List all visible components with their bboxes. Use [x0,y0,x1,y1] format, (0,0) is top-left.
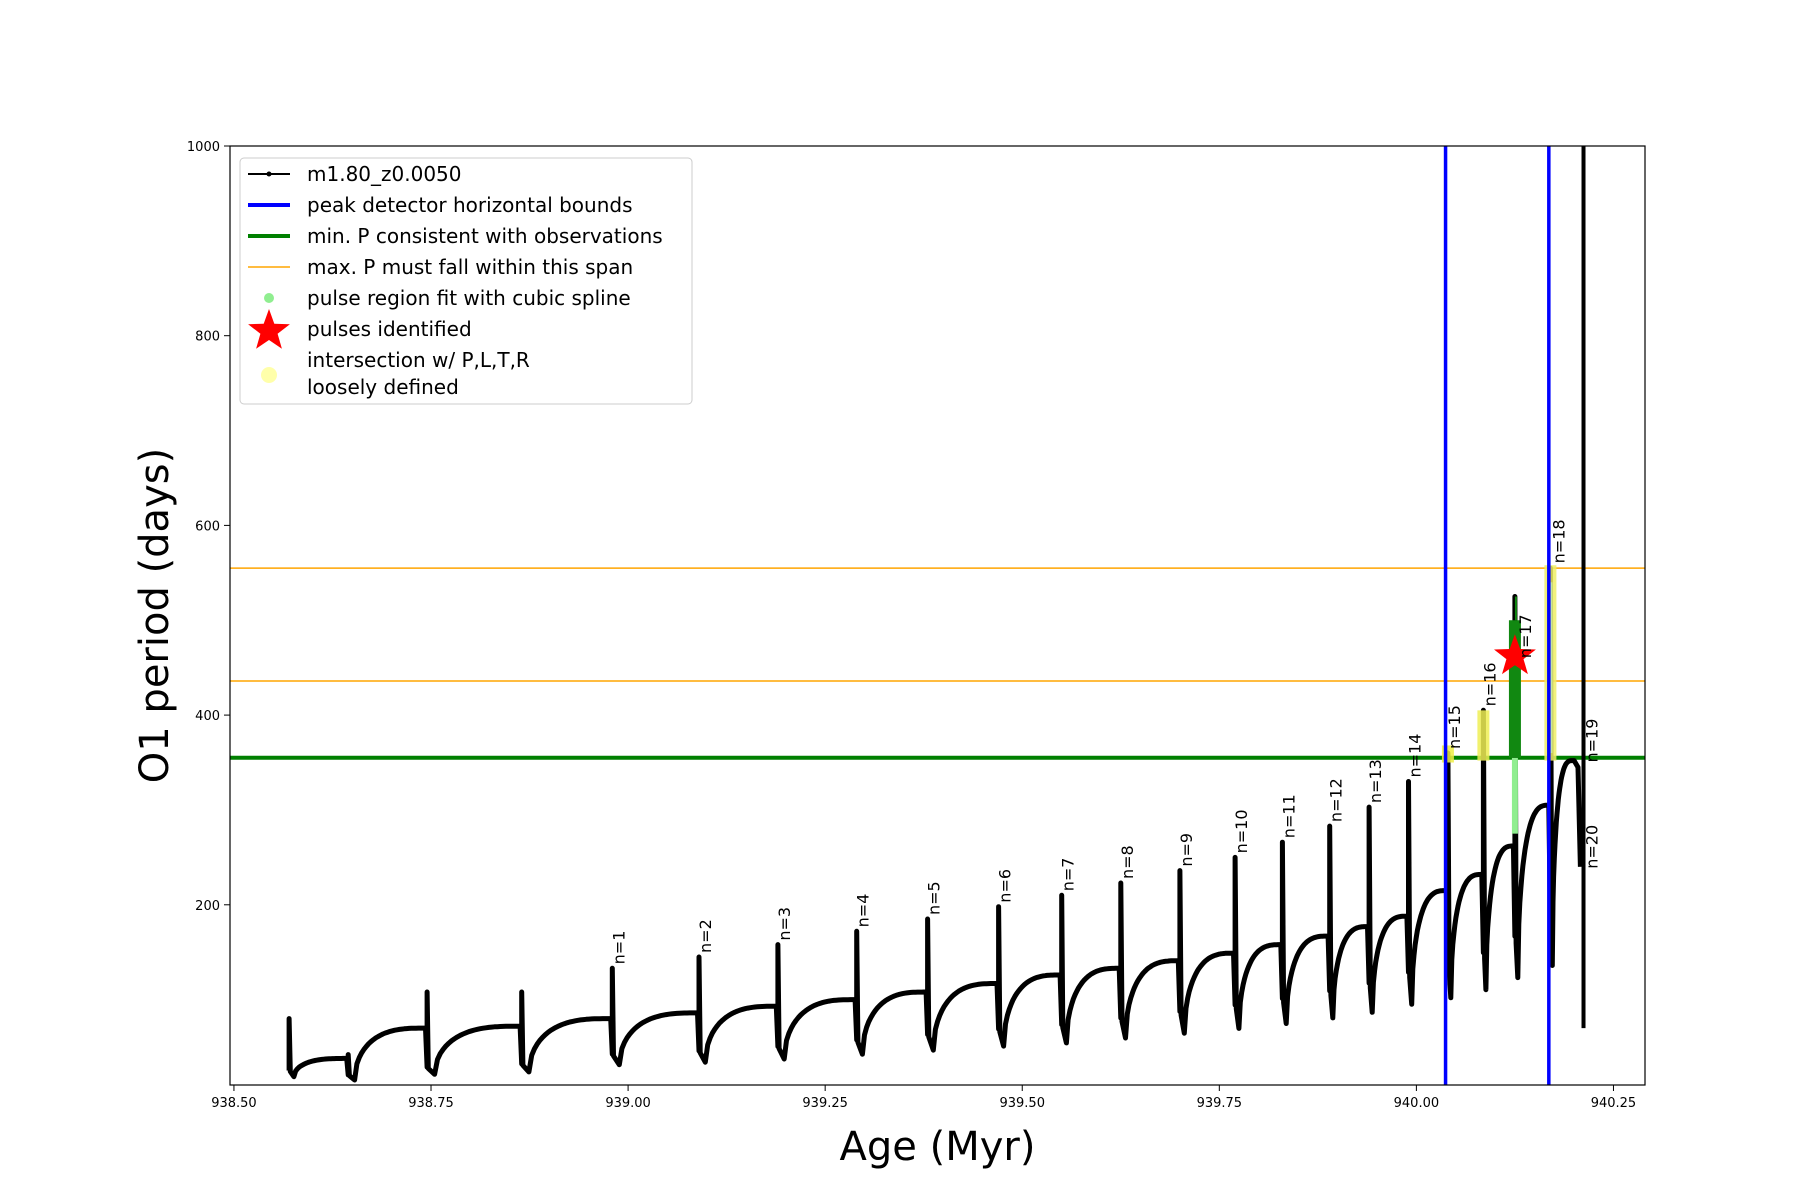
pulse-label-n=15: n=15 [1445,705,1464,749]
legend-entry-5-label: pulse region fit with cubic spline [307,286,631,310]
pulse-label-n=18: n=18 [1549,519,1568,563]
pulse-label-n=2: n=2 [696,919,715,953]
pulse-label-n=1: n=1 [609,931,628,965]
plot-layer: n=1 n=2 n=3 n=4 n=5 n=6 n=7 n=8 n=9 n=10 n=11 n=12 n… [230,146,1645,1085]
legend-entry-6-marker [248,309,290,349]
pulse-label-n=6: n=6 [996,869,1015,903]
pulse-label-n=20: n=20 [1583,825,1602,869]
pulse-label-n=12: n=12 [1327,778,1346,822]
x-tick-label-7: 940.25 [1591,1096,1637,1111]
x-tick-label-1: 938.75 [408,1096,454,1111]
x-tick-label-6: 940.00 [1394,1096,1440,1111]
legend-box [239,157,693,405]
x-tick-label-3: 939.25 [802,1096,848,1111]
legend-entry-7-label-2: loosely defined [307,375,459,399]
y-tick-label-2: 600 [195,519,220,534]
legend-entry-7-marker [261,367,277,383]
y-tick-label-0: 200 [195,899,220,914]
x-tick-label-4: 939.50 [999,1096,1045,1111]
pulse-label-n=13: n=13 [1366,759,1385,803]
pulse-label-n=16: n=16 [1480,662,1499,706]
legend-entry-7-label: intersection w/ P,L,T,R [307,348,530,372]
pulse-label-n=17: n=17 [1516,614,1535,658]
legend-entry-1-label: m1.80_z0.0050 [307,162,462,186]
legend-entry-2-label: peak detector horizontal bounds [307,193,633,217]
pulse-label-n=4: n=4 [854,894,873,928]
pulse-label-n=14: n=14 [1406,734,1425,778]
pulse-label-n=9: n=9 [1177,833,1196,867]
pulse-label-n=19: n=19 [1583,719,1602,763]
axes-frame [229,145,1646,1086]
pulse-label-n=10: n=10 [1232,809,1251,853]
plot-area: n=1 n=2 n=3 n=4 n=5 n=6 n=7 n=8 n=9 n=10 n=11 n=12 n… [230,146,1645,1085]
identified-pulse-star [1494,634,1536,675]
green-spline-region-n17 [1511,757,1518,834]
pulse-label-n=11: n=11 [1279,794,1298,838]
legend-entry-4-label: max. P must fall within this span [307,255,633,279]
legend-entry-5-marker [264,293,274,303]
axes-layer: 938.50 938.75 939.00 939.25 939.50 939.75 940.… [132,140,1646,1170]
y-tick-label-1: 400 [195,709,220,724]
pulse-label-n=7: n=7 [1059,858,1078,892]
yellow-region-n16 [1477,710,1490,761]
x-tick-label-0: 938.50 [211,1096,257,1111]
legend-entry-1-marker [266,171,272,177]
legend-entry-6-label: pulses identified [307,317,472,341]
y-tick-label-4: 1000 [187,140,220,155]
pulse-label-n=3: n=3 [775,907,794,941]
y-axis-title: O1 period (days) [132,448,178,783]
x-tick-label-5: 939.75 [1197,1096,1243,1111]
pulse-label-n=5: n=5 [925,881,944,915]
pulse-label-n=8: n=8 [1118,845,1137,879]
legend-entry-3-label: min. P consistent with observations [307,224,663,248]
y-tick-label-3: 800 [195,330,220,345]
x-tick-label-2: 939.00 [605,1096,651,1111]
x-axis-title: Age (Myr) [840,1124,1036,1170]
series-line-m1.80_z0.0050 [286,565,1583,1083]
